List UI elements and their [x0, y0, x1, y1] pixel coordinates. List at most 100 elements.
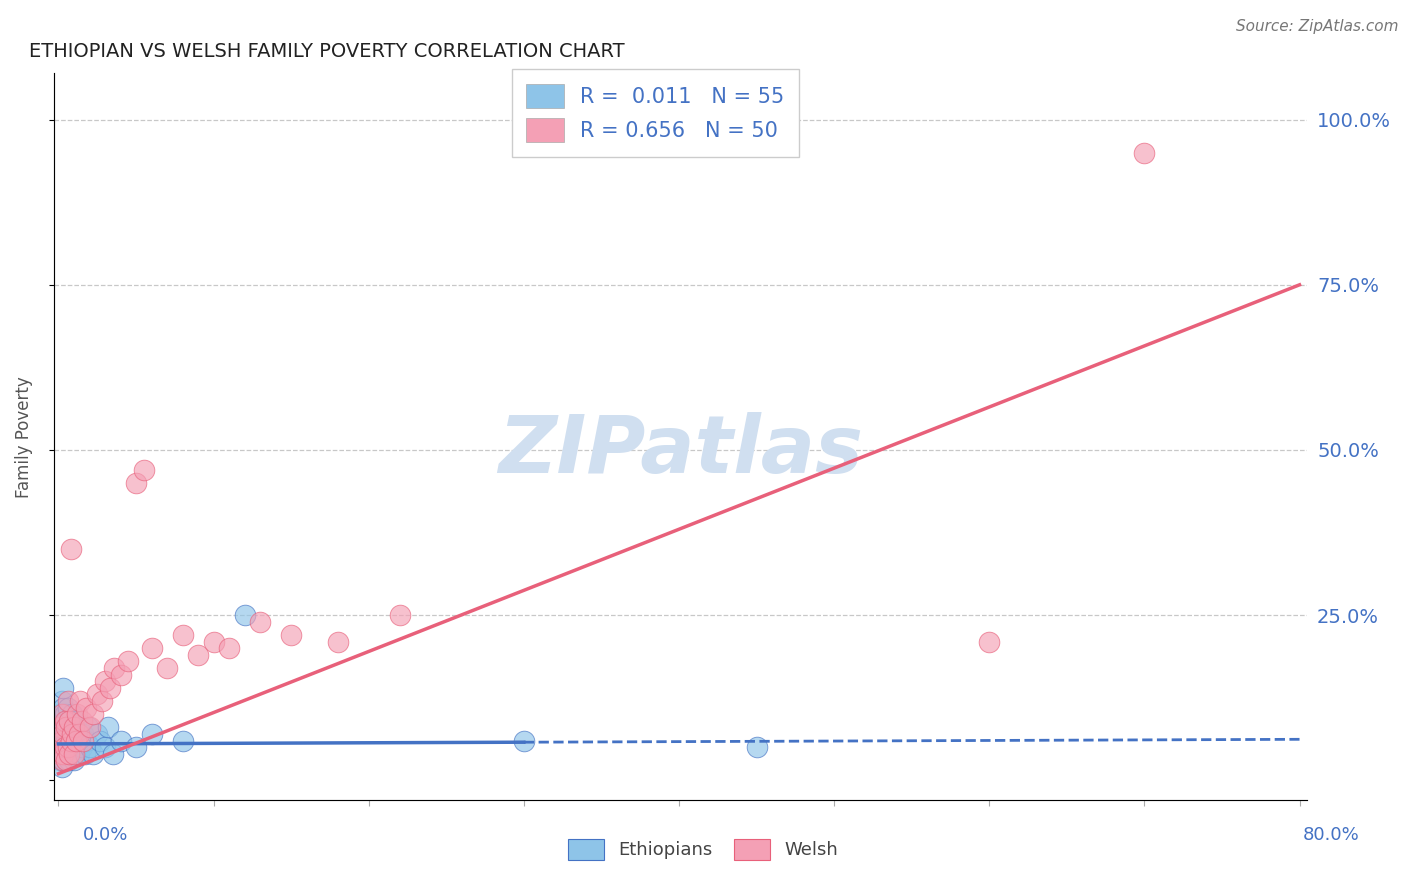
Text: Source: ZipAtlas.com: Source: ZipAtlas.com	[1236, 20, 1399, 34]
Point	[67, 747, 90, 761]
Point	[979, 634, 1001, 648]
Point	[202, 634, 225, 648]
Point	[388, 608, 411, 623]
Point	[53, 747, 76, 761]
Point	[72, 733, 94, 747]
Point	[67, 727, 90, 741]
Point	[55, 720, 77, 734]
Point	[218, 641, 240, 656]
Point	[49, 754, 72, 768]
Point	[51, 747, 73, 761]
Point	[53, 727, 76, 741]
Point	[70, 740, 93, 755]
Point	[90, 694, 112, 708]
Point	[56, 747, 79, 761]
Point	[65, 747, 87, 761]
Point	[51, 754, 73, 768]
Point	[89, 733, 111, 747]
Point	[172, 733, 194, 747]
Point	[141, 641, 163, 656]
Point	[94, 740, 117, 755]
Point	[187, 648, 209, 662]
Y-axis label: Family Poverty: Family Poverty	[15, 376, 32, 498]
Point	[55, 754, 77, 768]
Point	[125, 740, 148, 755]
Point	[55, 714, 77, 728]
Legend: Ethiopians, Welsh: Ethiopians, Welsh	[561, 831, 845, 867]
Point	[280, 628, 302, 642]
Point	[59, 733, 82, 747]
Point	[58, 754, 80, 768]
Point	[117, 654, 139, 668]
Point	[233, 608, 256, 623]
Point	[94, 674, 117, 689]
Point	[49, 740, 72, 755]
Point	[53, 707, 76, 722]
Point	[53, 714, 76, 728]
Point	[101, 747, 124, 761]
Point	[79, 720, 101, 734]
Point	[53, 740, 76, 755]
Point	[63, 747, 86, 761]
Point	[52, 720, 75, 734]
Point	[56, 700, 79, 714]
Point	[1133, 145, 1156, 160]
Point	[56, 740, 79, 755]
Text: ZIPatlas: ZIPatlas	[498, 412, 863, 491]
Point	[51, 760, 73, 774]
Point	[55, 754, 77, 768]
Point	[52, 727, 75, 741]
Text: 80.0%: 80.0%	[1303, 826, 1360, 844]
Point	[513, 733, 536, 747]
Point	[65, 733, 87, 747]
Point	[49, 747, 72, 761]
Point	[110, 733, 132, 747]
Point	[103, 661, 125, 675]
Point	[52, 740, 75, 755]
Point	[156, 661, 179, 675]
Point	[66, 707, 89, 722]
Point	[82, 707, 104, 722]
Point	[63, 754, 86, 768]
Point	[86, 687, 108, 701]
Point	[52, 700, 75, 714]
Point	[51, 707, 73, 722]
Point	[58, 714, 80, 728]
Point	[172, 628, 194, 642]
Point	[125, 475, 148, 490]
Point	[745, 740, 768, 755]
Point	[75, 700, 97, 714]
Point	[59, 720, 82, 734]
Point	[59, 747, 82, 761]
Text: ETHIOPIAN VS WELSH FAMILY POVERTY CORRELATION CHART: ETHIOPIAN VS WELSH FAMILY POVERTY CORREL…	[28, 42, 624, 61]
Point	[52, 754, 75, 768]
Point	[58, 714, 80, 728]
Point	[49, 720, 72, 734]
Point	[72, 727, 94, 741]
Point	[69, 733, 91, 747]
Point	[56, 694, 79, 708]
Text: 0.0%: 0.0%	[83, 826, 128, 844]
Point	[98, 681, 121, 695]
Point	[62, 707, 84, 722]
Point	[56, 727, 79, 741]
Point	[63, 720, 86, 734]
Point	[249, 615, 271, 629]
Point	[59, 542, 82, 557]
Point	[52, 681, 75, 695]
Point	[75, 733, 97, 747]
Point	[55, 733, 77, 747]
Legend: R =  0.011   N = 55, R = 0.656   N = 50: R = 0.011 N = 55, R = 0.656 N = 50	[512, 70, 799, 157]
Point	[51, 733, 73, 747]
Point	[77, 720, 100, 734]
Point	[51, 720, 73, 734]
Point	[86, 727, 108, 741]
Point	[63, 727, 86, 741]
Point	[110, 667, 132, 681]
Point	[65, 714, 87, 728]
Point	[58, 733, 80, 747]
Point	[69, 694, 91, 708]
Point	[49, 707, 72, 722]
Point	[79, 740, 101, 755]
Point	[52, 747, 75, 761]
